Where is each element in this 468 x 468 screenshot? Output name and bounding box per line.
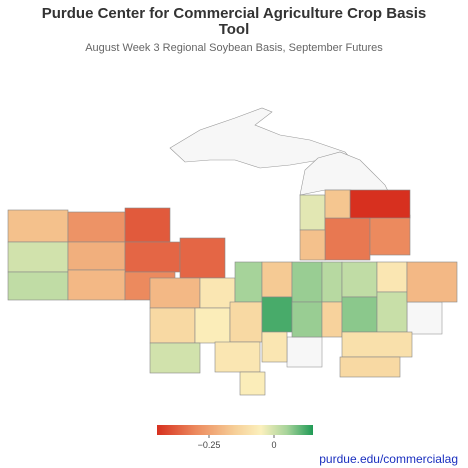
district [149, 342, 201, 374]
footer-link[interactable]: purdue.edu/commercialag [319, 452, 458, 466]
district [291, 261, 323, 303]
district [149, 307, 196, 344]
district [239, 371, 266, 396]
district [321, 261, 343, 303]
district [234, 261, 263, 303]
district [7, 271, 69, 301]
district [341, 261, 378, 298]
district [376, 261, 408, 293]
district [299, 194, 326, 231]
district [199, 277, 236, 309]
subtitle: August Week 3 Regional Soybean Basis, Se… [85, 42, 383, 54]
no-data-region [406, 301, 443, 335]
district [339, 356, 401, 378]
district [341, 331, 413, 358]
colorbar-tick-label: −0.25 [198, 440, 221, 450]
district [229, 301, 263, 343]
district [376, 291, 408, 333]
district [124, 207, 171, 243]
district [341, 296, 378, 333]
district [67, 211, 126, 243]
district [67, 269, 126, 301]
district [261, 296, 293, 333]
colorbar-tick-label: 0 [271, 440, 276, 450]
district [124, 241, 181, 273]
title: Purdue Center for Commercial Agriculture… [41, 5, 427, 38]
district [261, 331, 288, 363]
district [406, 261, 458, 303]
colorbar [157, 425, 313, 435]
district [291, 301, 323, 338]
district [324, 217, 371, 261]
no-data-region [286, 336, 323, 368]
district [7, 209, 69, 243]
district [7, 241, 69, 273]
district [179, 237, 226, 279]
district [67, 241, 126, 271]
district [369, 214, 411, 256]
district [261, 261, 293, 298]
district [299, 229, 326, 261]
district [324, 189, 351, 219]
district [349, 189, 411, 219]
no-data-region [169, 107, 353, 169]
district [321, 301, 343, 338]
district [149, 277, 201, 309]
district [194, 307, 231, 344]
district [214, 341, 261, 373]
